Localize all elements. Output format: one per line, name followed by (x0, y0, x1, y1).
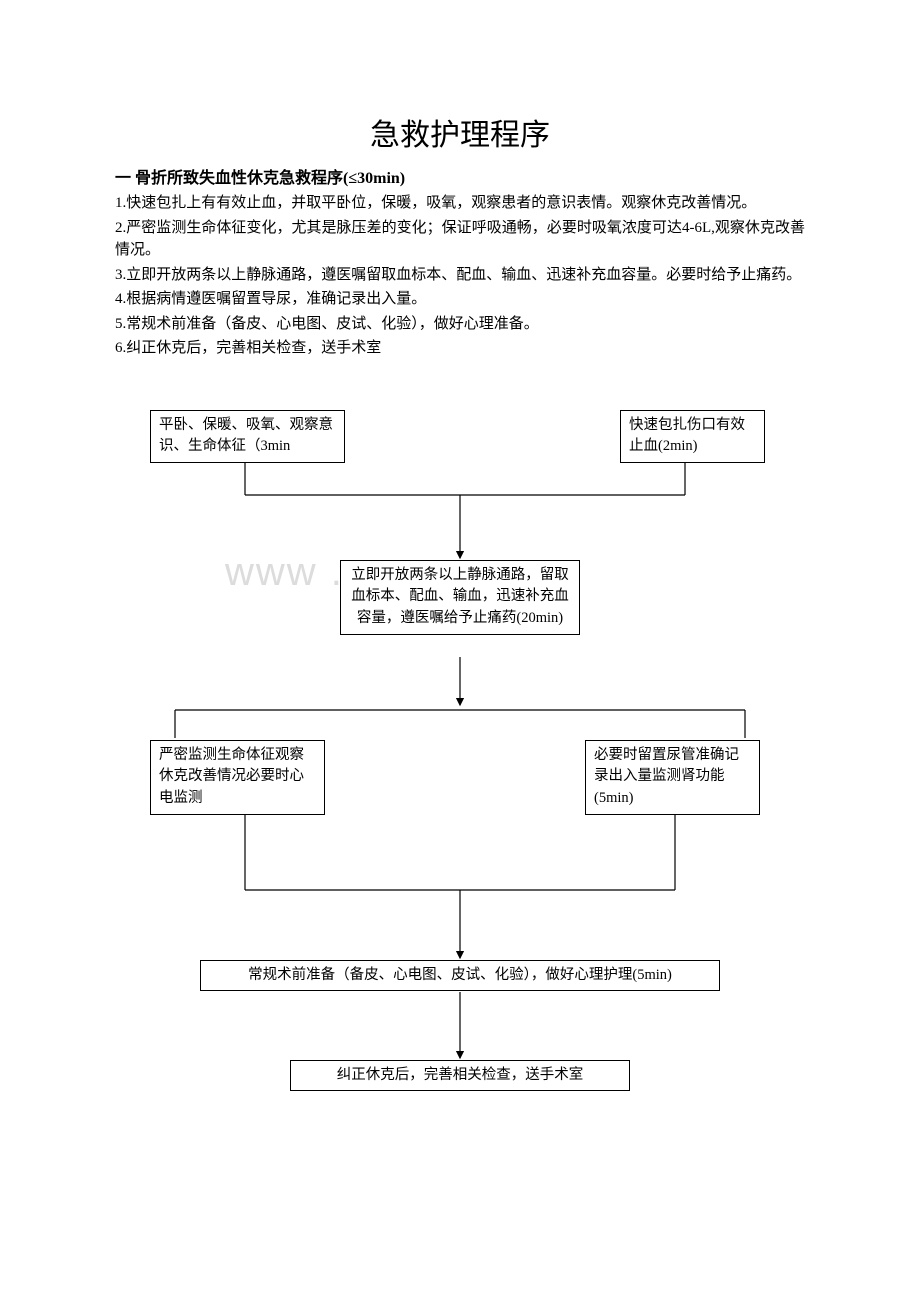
paragraph-3: 3.立即开放两条以上静脉通路，遵医嘱留取血标本、配血、输血、迅速补充血容量。必要… (115, 264, 805, 287)
flow-node-initial-left: 平卧、保暖、吸氧、观察意识、生命体征（3min (150, 410, 345, 464)
paragraph-2: 2.严密监测生命体征变化，尤其是脉压差的变化；保证呼吸通畅，必要时吸氧浓度可达4… (115, 217, 805, 262)
flow-node-catheter: 必要时留置尿管准确记录出入量监测肾功能(5min) (585, 740, 760, 815)
flow-node-preop: 常规术前准备（备皮、心电图、皮试、化验），做好心理护理(5min) (200, 960, 720, 992)
flowchart-container: www .cn (115, 410, 805, 1140)
paragraph-1: 1.快速包扎上有有效止血，并取平卧位，保暖，吸氧，观察患者的意识表情。观察休克改… (115, 192, 805, 215)
section-header: 一 骨折所致失血性休克急救程序(≤30min) (115, 164, 805, 188)
paragraph-6: 6.纠正休克后，完善相关检查，送手术室 (115, 337, 805, 360)
flow-node-iv-access: 立即开放两条以上静脉通路，留取血标本、配血、输血，迅速补充血容量，遵医嘱给予止痛… (340, 560, 580, 635)
page-title: 急救护理程序 (115, 110, 805, 154)
paragraph-4: 4.根据病情遵医嘱留置导尿，准确记录出入量。 (115, 288, 805, 311)
flow-node-monitor-vitals: 严密监测生命体征观察休克改善情况必要时心电监测 (150, 740, 325, 815)
flow-node-initial-right: 快速包扎伤口有效止血(2min) (620, 410, 765, 464)
flow-node-surgery: 纠正休克后，完善相关检查，送手术室 (290, 1060, 630, 1092)
paragraph-5: 5.常规术前准备（备皮、心电图、皮试、化验），做好心理准备。 (115, 313, 805, 336)
